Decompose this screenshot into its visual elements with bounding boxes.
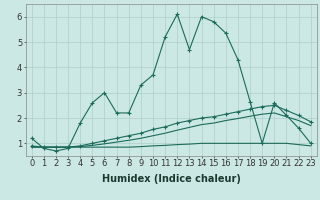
- X-axis label: Humidex (Indice chaleur): Humidex (Indice chaleur): [102, 174, 241, 184]
